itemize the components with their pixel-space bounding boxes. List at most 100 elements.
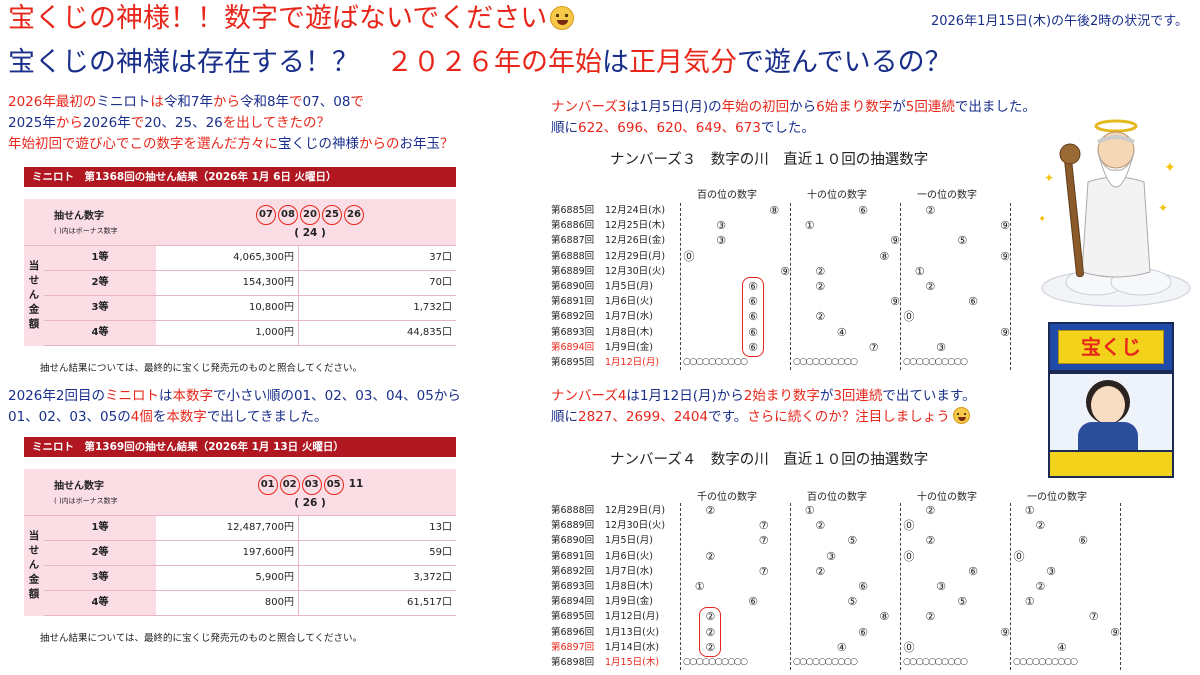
bonus-number: ( 26 ) — [294, 497, 326, 509]
river-digit-mark: ③ — [1046, 564, 1056, 578]
prize-amount: 154,300円 — [242, 277, 294, 288]
river-digit-mark: ③ — [716, 219, 726, 233]
river-column-line — [680, 203, 681, 371]
prize-row: 1等 12,487,700円 13口 — [44, 516, 456, 541]
river-digit-mark: ⓪ — [683, 249, 695, 263]
river-draw-date: 1月6日(火) — [605, 296, 654, 308]
numbers3-text-segment: ナンバーズ3 — [551, 99, 627, 115]
river-digit-mark: ② — [1035, 580, 1046, 593]
numbers3-text-segment: が — [892, 99, 906, 115]
winning-numbers-row: 抽せん数字 ( )内はボーナス数字 01 02 03 05 11 ( 26 ) — [24, 469, 456, 516]
minilotto-second-text-segment: を — [152, 409, 167, 425]
river-draw-date: 1月8日(木) — [605, 581, 654, 592]
river-column-line — [1010, 503, 1011, 671]
river-draw-date: 1月12日(月) — [605, 357, 660, 368]
river-digit-mark: ⑤ — [957, 234, 968, 248]
winning-number: 01 — [257, 475, 278, 495]
minilotto-first-text-segment: から — [212, 94, 240, 110]
numbers3-text-segment: 622、696、620、649、673 — [578, 120, 761, 136]
river-next-placeholder: ○○○○○○○○○○ — [1013, 657, 1078, 667]
river-digit-mark: ② — [815, 564, 826, 578]
prize-side-label: 当せん金額 — [24, 246, 44, 346]
river-draw-date: 1月13日(火) — [605, 626, 660, 638]
bonus-number: ( 24 ) — [294, 227, 326, 239]
prize-winners: 44,835口 — [298, 321, 456, 345]
winning-number: 26 — [344, 205, 364, 225]
minilotto-first-text-segment: 年始初回で遊び心でこの数字を選んだ方々に — [8, 136, 278, 152]
minilotto-first-text-segment: を出してきたの？ — [222, 115, 330, 131]
winning-number: 02 — [279, 475, 300, 495]
river-draw-number: 第6890回 — [551, 535, 595, 547]
minilotto-1368-result: ミニロト 第1368回の抽せん結果（2026年 1月 6日 火曜日） 抽せん数字 (… — [24, 167, 456, 374]
river-digit-mark: ② — [705, 625, 716, 639]
numbers4-text-line: 順に2827、2699、2404です。さらに続くのか？注目しましょう — [551, 407, 976, 428]
lottery-god-illustration: ✦ ✦ ✦ ✦ — [1038, 119, 1191, 307]
prize-amount: 4,065,300円 — [233, 252, 294, 263]
prize-amount: 1,000円 — [255, 327, 294, 338]
prize-amount: 10,800円 — [249, 302, 294, 313]
river-digit-mark: ① — [914, 264, 925, 278]
minilotto-first-text-segment: ミニロト — [96, 94, 151, 110]
subtitle-segment: は — [602, 47, 629, 78]
prize-table: 当せん金額 1等 12,487,700円 13口 2等 197,600円 59口 3等 5,90… — [24, 516, 456, 616]
winning-numbers-label: 抽せん数字 ( )内はボーナス数字 — [24, 199, 164, 245]
river-digit-mark: ⑦ — [758, 564, 769, 578]
subtitle-segment: 正月気分 — [629, 47, 737, 78]
prize-row: 1等 4,065,300円 37口 — [44, 246, 456, 271]
river-digit-mark: ⓪ — [903, 549, 915, 563]
numbers4-text-segment: は — [626, 388, 640, 404]
river-next-placeholder: ○○○○○○○○○○ — [683, 657, 748, 667]
numbers3-text-segment: から — [789, 99, 817, 115]
minilotto-second-text-segment: 2026年2回目の — [8, 388, 105, 404]
main-title: 宝くじの神様！！数字で遊ばないでください — [8, 2, 575, 36]
river-draw-date: 1月8日(木) — [605, 326, 654, 338]
prize-grade: 4等 — [44, 321, 156, 345]
river-digit-mark: ⑥ — [748, 595, 758, 609]
river-draw-date: 1月9日(金) — [605, 341, 654, 353]
river-digit-mark: ⑥ — [748, 310, 758, 324]
numbers3-text: ナンバーズ3は1月5日(月)の年始の初回から6始まり数字が5回連続で出ました。順… — [551, 97, 1036, 139]
river-digit-mark: ② — [925, 280, 936, 293]
river-draw-number: 第6895回 — [551, 611, 595, 623]
svg-text:✦: ✦ — [1158, 201, 1168, 215]
numbers3-text-segment: でした。 — [760, 120, 815, 136]
prize-row: 3等 5,900円 3,372口 — [44, 566, 456, 591]
minilotto-first-text-segment: で — [289, 94, 303, 110]
river-draw-number: 第6893回 — [551, 581, 595, 592]
prize-row: 4等 800円 61,517口 — [44, 591, 456, 616]
numbers3-text-segment: の — [708, 99, 722, 115]
river-digit-mark: ⓪ — [903, 519, 915, 533]
river-draw-date: 12月29日(月) — [605, 505, 666, 516]
river-draw-date: 1月7日(水) — [605, 565, 654, 577]
minilotto-first-text-line: 2025年から2026年で20、25、26を出してきたの？ — [8, 113, 454, 134]
river-digit-mark: ⑦ — [1088, 610, 1099, 624]
minilotto-second-text-segment: で出してきました。 — [206, 409, 328, 425]
river-digit-mark: ⓪ — [903, 310, 915, 324]
river-digit-mark: ⑥ — [748, 325, 758, 339]
river-digit-mark: ⑨ — [1000, 625, 1010, 639]
grinning-emoji-icon — [952, 407, 970, 424]
river-digit-mark: ③ — [826, 549, 836, 563]
winning-numbers: 01 02 03 05 11 ( 26 ) — [164, 469, 456, 515]
prize-row: 4等 1,000円 44,835口 — [44, 321, 456, 346]
subtitle-segment: 宝くじの神様は存在する！？ — [8, 47, 386, 78]
minilotto-first-text-segment: 2026年最初の — [8, 94, 97, 110]
prize-winners: 59口 — [298, 541, 456, 565]
river-draw-date: 1月14日(水) — [605, 641, 660, 653]
result-header: ミニロト 第1369回の抽せん結果（2026年 1月 13日 火曜日） — [24, 437, 456, 457]
river-digit-mark: ⑥ — [858, 204, 868, 217]
prize-grade: 3等 — [44, 566, 156, 590]
subtitle-segment: ２０２６年の年始 — [386, 47, 602, 78]
minilotto-second-text: 2026年2回目のミニロトは本数字で小さい順の01、02、03、04、05から 0… — [8, 386, 461, 428]
minilotto-second-text-segment: 本数字 — [172, 388, 213, 404]
subtitle-segment: で遊んでいるの？ — [737, 47, 952, 78]
river-digit-mark: ⑥ — [858, 625, 868, 639]
numbers4-text-segment: です。 — [708, 409, 748, 425]
main-title-text: 宝くじの神様！！数字で遊ばないでください — [8, 3, 548, 34]
river-digit-mark: ① — [804, 219, 815, 233]
prize-grade: 2等 — [44, 271, 156, 295]
river-digit-mark: ② — [815, 519, 826, 533]
river-draw-number: 第6891回 — [551, 296, 595, 308]
river-draw-number: 第6895回 — [551, 357, 595, 368]
minilotto-first-text-segment: ？ — [440, 136, 454, 152]
